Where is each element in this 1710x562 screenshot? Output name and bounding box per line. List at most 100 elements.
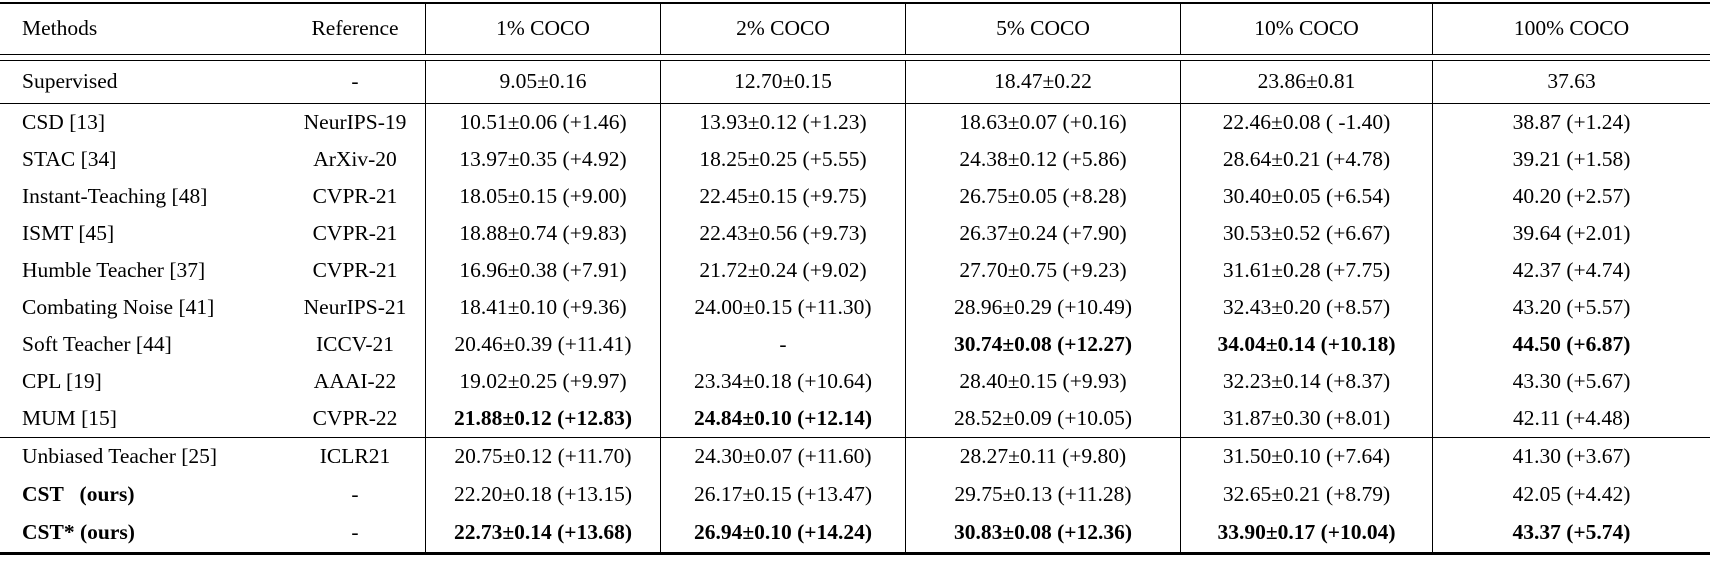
value-cell: 42.37 (+4.74): [1432, 252, 1710, 289]
value-cell: -: [660, 326, 905, 363]
table-row: CST* (ours) - 22.73±0.14 (+13.68) 26.94±0.1…: [0, 514, 1710, 552]
value-cell: 26.75±0.05 (+8.28): [905, 178, 1180, 215]
value-cell: 18.63±0.07 (+0.16): [905, 104, 1180, 141]
table-section-supervised: Supervised - 9.05±0.16 12.70±0.15 18.47±0.22…: [0, 61, 1710, 103]
value-cell: 16.96±0.38 (+7.91): [425, 252, 660, 289]
value-cell: 28.64±0.21 (+4.78): [1180, 141, 1432, 178]
value-cell: 13.97±0.35 (+4.92): [425, 141, 660, 178]
reference-cell: NeurIPS-21: [303, 294, 407, 319]
method-cell: Instant-Teaching [48]: [22, 183, 208, 208]
reference-cell: NeurIPS-19: [303, 109, 407, 134]
value-cell: 30.74±0.08 (+12.27): [905, 326, 1180, 363]
header-row: Methods Reference 1% COCO 2% COCO 5% COCO 10%…: [0, 4, 1710, 54]
value-cell: 20.46±0.39 (+11.41): [425, 326, 660, 363]
value-cell: 41.30 (+3.67): [1432, 438, 1710, 476]
value-cell: 26.37±0.24 (+7.90): [905, 215, 1180, 252]
value-cell: 22.73±0.14 (+13.68): [425, 514, 660, 552]
value-cell: 21.72±0.24 (+9.02): [660, 252, 905, 289]
value-cell: 30.83±0.08 (+12.36): [905, 514, 1180, 552]
value-cell: 20.75±0.12 (+11.70): [425, 438, 660, 476]
value-cell: 22.20±0.18 (+13.15): [425, 476, 660, 514]
table-row: CST (ours) - 22.20±0.18 (+13.15) 26.17±0.15…: [0, 476, 1710, 514]
value-cell: 23.86±0.81: [1180, 61, 1432, 103]
column-header-5: 10% COCO: [1180, 4, 1432, 54]
column-header-4: 5% COCO: [905, 4, 1180, 54]
method-cell: STAC [34]: [22, 146, 117, 171]
value-cell: 19.02±0.25 (+9.97): [425, 363, 660, 400]
value-cell: 18.41±0.10 (+9.36): [425, 289, 660, 326]
table-row: Instant-Teaching [48] CVPR-21 18.05±0.15 (…: [0, 178, 1710, 215]
value-cell: 28.52±0.09 (+10.05): [905, 400, 1180, 437]
reference-cell: CVPR-22: [312, 405, 398, 430]
value-cell: 38.87 (+1.24): [1432, 104, 1710, 141]
value-cell: 22.46±0.08 ( -1.40): [1180, 104, 1432, 141]
method-cell: MUM [15]: [22, 405, 117, 430]
value-cell: 31.50±0.10 (+7.64): [1180, 438, 1432, 476]
table-rule-double: [0, 54, 1710, 61]
reference-cell: -: [351, 482, 359, 507]
table-rule-bottom: [0, 552, 1710, 555]
value-cell: 18.05±0.15 (+9.00): [425, 178, 660, 215]
table-row: MUM [15] CVPR-22 21.88±0.12 (+12.83) 24.84±…: [0, 400, 1710, 437]
method-cell: Soft Teacher [44]: [22, 331, 172, 356]
column-header-6: 100% COCO: [1432, 4, 1710, 54]
value-cell: 18.25±0.25 (+5.55): [660, 141, 905, 178]
value-cell: 39.64 (+2.01): [1432, 215, 1710, 252]
table-rule-mid-1: [0, 103, 1710, 104]
value-cell: 32.65±0.21 (+8.79): [1180, 476, 1432, 514]
reference-cell: -: [351, 520, 359, 545]
method-cell: Supervised: [22, 69, 118, 94]
value-cell: 22.43±0.56 (+9.73): [660, 215, 905, 252]
table-row: Humble Teacher [37] CVPR-21 16.96±0.38 (+7…: [0, 252, 1710, 289]
value-cell: 23.34±0.18 (+10.64): [660, 363, 905, 400]
reference-cell: ICLR21: [319, 444, 391, 469]
table-row: Supervised - 9.05±0.16 12.70±0.15 18.47±0.22…: [0, 61, 1710, 103]
table-row: Combating Noise [41] NeurIPS-21 18.41±0.10…: [0, 289, 1710, 326]
reference-cell: CVPR-21: [312, 220, 398, 245]
value-cell: 43.37 (+5.74): [1432, 514, 1710, 552]
table-row: Unbiased Teacher [25] ICLR21 20.75±0.12 (+…: [0, 438, 1710, 476]
value-cell: 30.40±0.05 (+6.54): [1180, 178, 1432, 215]
table-rule-top: [0, 2, 1710, 4]
value-cell: 32.43±0.20 (+8.57): [1180, 289, 1432, 326]
value-cell: 29.75±0.13 (+11.28): [905, 476, 1180, 514]
value-cell: 33.90±0.17 (+10.04): [1180, 514, 1432, 552]
value-cell: 9.05±0.16: [425, 61, 660, 103]
value-cell: 34.04±0.14 (+10.18): [1180, 326, 1432, 363]
value-cell: 40.20 (+2.57): [1432, 178, 1710, 215]
value-cell: 43.30 (+5.67): [1432, 363, 1710, 400]
value-cell: 12.70±0.15: [660, 61, 905, 103]
method-cell: CST (ours): [22, 482, 135, 507]
reference-cell: CVPR-21: [312, 257, 398, 282]
value-cell: 39.21 (+1.58): [1432, 141, 1710, 178]
table-rule-mid-2: [0, 437, 1710, 438]
value-cell: 24.38±0.12 (+5.86): [905, 141, 1180, 178]
value-cell: 27.70±0.75 (+9.23): [905, 252, 1180, 289]
value-cell: 24.84±0.10 (+12.14): [660, 400, 905, 437]
value-cell: 18.88±0.74 (+9.83): [425, 215, 660, 252]
method-cell: Humble Teacher [37]: [22, 257, 206, 282]
value-cell: 44.50 (+6.87): [1432, 326, 1710, 363]
value-cell: 31.87±0.30 (+8.01): [1180, 400, 1432, 437]
value-cell: 28.27±0.11 (+9.80): [905, 438, 1180, 476]
value-cell: 10.51±0.06 (+1.46): [425, 104, 660, 141]
reference-cell: -: [351, 69, 359, 94]
value-cell: 24.00±0.15 (+11.30): [660, 289, 905, 326]
reference-cell: ICCV-21: [315, 331, 395, 356]
column-header-1: Reference: [311, 16, 399, 41]
table-section-baselines: CSD [13] NeurIPS-19 10.51±0.06 (+1.46) 13.9…: [0, 104, 1710, 437]
value-cell: 18.47±0.22: [905, 61, 1180, 103]
reference-cell: ArXiv-20: [313, 146, 397, 171]
table-row: CSD [13] NeurIPS-19 10.51±0.06 (+1.46) 13.9…: [0, 104, 1710, 141]
value-cell: 28.40±0.15 (+9.93): [905, 363, 1180, 400]
table-section-ours: Unbiased Teacher [25] ICLR21 20.75±0.12 (+…: [0, 438, 1710, 552]
value-cell: 21.88±0.12 (+12.83): [425, 400, 660, 437]
reference-cell: CVPR-21: [312, 183, 398, 208]
column-header-2: 1% COCO: [425, 4, 660, 54]
value-cell: 31.61±0.28 (+7.75): [1180, 252, 1432, 289]
table-row: ISMT [45] CVPR-21 18.88±0.74 (+9.83) 22.43±…: [0, 215, 1710, 252]
value-cell: 42.11 (+4.48): [1432, 400, 1710, 437]
value-cell: 42.05 (+4.42): [1432, 476, 1710, 514]
value-cell: 13.93±0.12 (+1.23): [660, 104, 905, 141]
